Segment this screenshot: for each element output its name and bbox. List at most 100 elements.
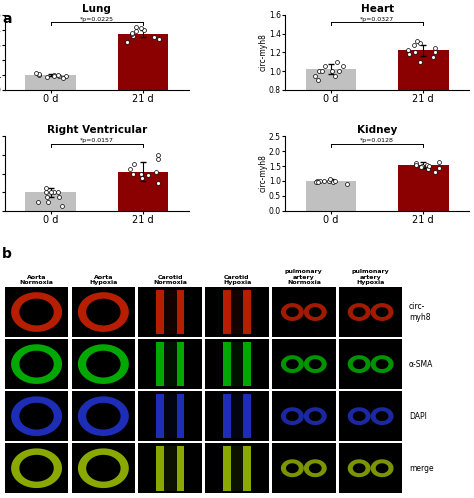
Text: merge: merge — [409, 464, 433, 473]
Point — [129, 29, 137, 37]
Point — [155, 35, 163, 43]
Title: Lung: Lung — [82, 4, 111, 14]
Bar — [306, 69, 356, 164]
Point — [155, 179, 162, 187]
Point — [59, 74, 67, 82]
Polygon shape — [304, 303, 327, 321]
Point — [321, 62, 329, 70]
Point — [42, 188, 50, 196]
Point — [42, 184, 50, 192]
Point — [431, 48, 438, 56]
Point — [435, 157, 443, 165]
Point — [416, 58, 423, 66]
Title: pulmonary
artery
Normoxia: pulmonary artery Normoxia — [285, 269, 323, 285]
Title: Kidney: Kidney — [357, 125, 397, 135]
Text: *p=0.0128: *p=0.0128 — [360, 138, 394, 143]
Point — [328, 67, 336, 75]
Polygon shape — [371, 407, 393, 425]
Point — [339, 62, 346, 70]
Polygon shape — [11, 344, 62, 384]
Text: *p=0.0327: *p=0.0327 — [360, 17, 394, 22]
Point — [311, 72, 319, 80]
Point — [314, 76, 322, 84]
Point — [155, 155, 162, 163]
Text: *p=0.0225: *p=0.0225 — [80, 17, 114, 22]
Point — [410, 41, 418, 49]
Point — [55, 193, 63, 201]
Bar — [118, 34, 168, 90]
Title: Right Ventricular: Right Ventricular — [47, 125, 147, 135]
Title: Carotid
Hypoxia: Carotid Hypoxia — [223, 275, 251, 285]
Title: pulmonary
artery
Hypoxia: pulmonary artery Hypoxia — [352, 269, 390, 285]
Point — [313, 177, 321, 185]
Point — [128, 30, 136, 38]
Polygon shape — [348, 355, 371, 373]
Point — [315, 67, 323, 75]
Polygon shape — [281, 303, 304, 321]
Bar — [398, 165, 448, 211]
Point — [411, 48, 419, 56]
Point — [335, 67, 343, 75]
Point — [133, 27, 140, 35]
Point — [319, 67, 326, 75]
Point — [130, 169, 137, 177]
Point — [412, 159, 420, 167]
Point — [424, 165, 432, 173]
Point — [405, 46, 412, 54]
Polygon shape — [304, 355, 327, 373]
Point — [314, 178, 322, 186]
Point — [413, 37, 421, 45]
Point — [416, 39, 424, 47]
Point — [137, 24, 145, 32]
Point — [132, 23, 140, 31]
Polygon shape — [11, 396, 62, 436]
Title: Aorta
Hypoxia: Aorta Hypoxia — [89, 275, 118, 285]
Point — [44, 193, 51, 201]
Point — [43, 73, 50, 81]
Point — [54, 188, 62, 196]
Polygon shape — [11, 448, 62, 488]
Text: *p=0.0157: *p=0.0157 — [80, 138, 114, 143]
Point — [152, 168, 159, 176]
Point — [429, 53, 437, 61]
Point — [344, 180, 351, 188]
Point — [316, 177, 324, 185]
Point — [140, 26, 147, 34]
Polygon shape — [371, 355, 393, 373]
Point — [50, 72, 58, 80]
Point — [36, 71, 43, 79]
Title: Carotid
Normoxia: Carotid Normoxia — [153, 275, 187, 285]
Point — [418, 163, 425, 171]
Point — [431, 44, 439, 52]
Point — [130, 160, 137, 168]
Point — [50, 71, 58, 79]
Point — [138, 174, 146, 182]
Point — [331, 177, 339, 185]
Point — [405, 50, 413, 58]
Text: DAPI: DAPI — [409, 412, 427, 421]
Y-axis label: circ-myh8: circ-myh8 — [258, 154, 267, 192]
Polygon shape — [281, 407, 304, 425]
Bar — [306, 181, 356, 211]
Point — [150, 33, 158, 41]
Point — [54, 71, 62, 79]
Text: b: b — [2, 247, 12, 260]
Point — [425, 162, 433, 170]
Point — [320, 177, 328, 185]
Polygon shape — [281, 355, 304, 373]
Point — [32, 69, 40, 77]
Y-axis label: circ-myh8: circ-myh8 — [258, 33, 267, 71]
Text: a: a — [2, 12, 12, 26]
Point — [36, 70, 43, 78]
Polygon shape — [78, 448, 129, 488]
Point — [130, 32, 137, 40]
Polygon shape — [304, 459, 327, 477]
Polygon shape — [304, 407, 327, 425]
Polygon shape — [11, 292, 62, 332]
Text: α-SMA: α-SMA — [409, 360, 433, 369]
Polygon shape — [78, 344, 129, 384]
Point — [154, 151, 162, 159]
Point — [137, 169, 145, 177]
Point — [123, 38, 131, 46]
Point — [47, 188, 55, 196]
